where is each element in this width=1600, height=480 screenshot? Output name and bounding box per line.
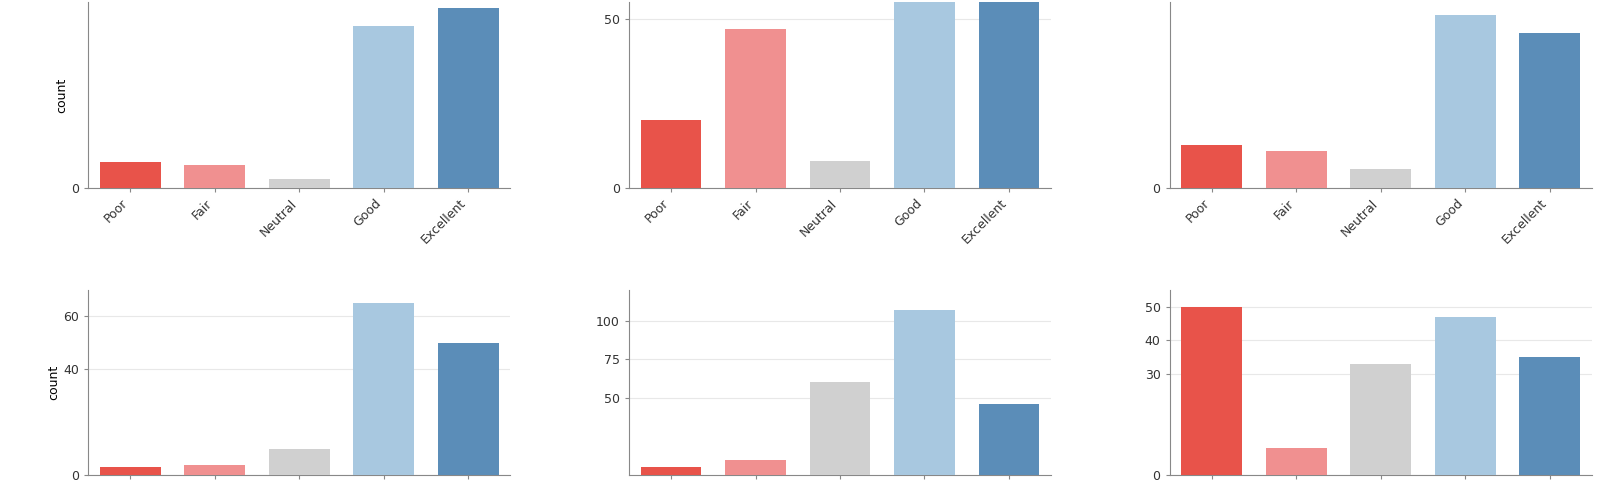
Bar bbox=[810, 383, 870, 475]
Y-axis label: count: count bbox=[48, 365, 61, 400]
Bar bbox=[979, 0, 1040, 188]
Bar bbox=[438, 343, 499, 475]
Bar bbox=[269, 179, 330, 188]
Bar bbox=[1435, 15, 1496, 188]
Bar bbox=[1520, 357, 1581, 475]
Bar bbox=[640, 120, 701, 188]
Text: count= 138: count= 138 bbox=[1328, 351, 1434, 369]
Bar bbox=[894, 310, 955, 475]
Y-axis label: count: count bbox=[54, 77, 69, 113]
Bar bbox=[1181, 144, 1242, 188]
Bar bbox=[1266, 448, 1326, 475]
Bar bbox=[1520, 33, 1581, 188]
Text: count= 432: count= 432 bbox=[245, 351, 354, 369]
Bar bbox=[99, 467, 160, 475]
Bar bbox=[1350, 169, 1411, 188]
Bar bbox=[640, 468, 701, 475]
Bar bbox=[1181, 307, 1242, 475]
Bar bbox=[438, 8, 499, 188]
Bar bbox=[725, 29, 786, 188]
Bar bbox=[184, 465, 245, 475]
Bar bbox=[725, 460, 786, 475]
Text: Streamed.Content: Streamed.Content bbox=[1294, 321, 1467, 339]
Text: count= 460: count= 460 bbox=[787, 351, 893, 369]
Bar bbox=[1350, 364, 1411, 475]
Bar bbox=[894, 0, 955, 188]
Bar bbox=[354, 303, 414, 475]
Bar bbox=[269, 449, 330, 475]
Bar bbox=[1266, 151, 1326, 188]
Bar bbox=[99, 162, 160, 188]
Bar bbox=[354, 25, 414, 188]
Bar bbox=[1435, 317, 1496, 475]
Bar bbox=[184, 165, 245, 188]
Bar bbox=[979, 404, 1040, 475]
Bar bbox=[810, 161, 870, 188]
Text: Website: Website bbox=[802, 321, 878, 339]
Text: PWA.Navigation: PWA.Navigation bbox=[224, 321, 374, 339]
